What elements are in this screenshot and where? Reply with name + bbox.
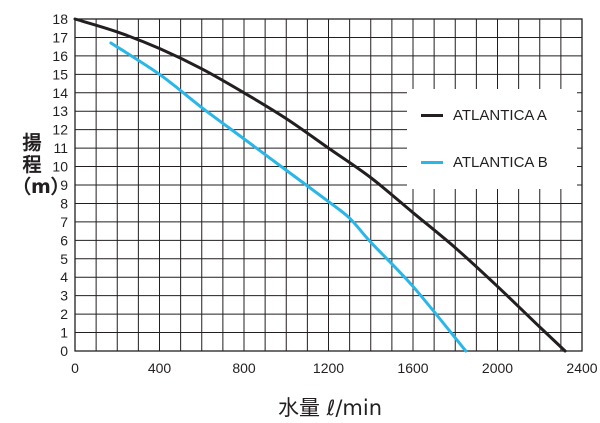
y-tick-label: 10 [52,159,68,175]
y-tick-label: 6 [60,232,68,248]
x-tick-label: 400 [148,360,172,376]
legend-label-atlantica-b: ATLANTICA B [453,153,548,171]
y-tick-label: 15 [52,66,68,82]
x-tick-label: 800 [232,360,256,376]
legend: ATLANTICA A ATLANTICA B [407,89,577,189]
y-tick-label: 3 [60,288,68,304]
y-tick-label: 14 [52,85,68,101]
legend-item-atlantica-a: ATLANTICA A [421,105,547,125]
series-line-atlantica-a [73,17,567,353]
y-tick-label: 2 [60,306,68,322]
series-line-atlantica-b [109,41,468,353]
legend-label-atlantica-a: ATLANTICA A [453,106,547,124]
x-tick-label: 2400 [566,360,597,376]
y-tick-label: 1 [60,325,68,341]
x-axis-label: 水量 ℓ/min [277,396,383,420]
y-tick-label: 11 [53,140,68,156]
x-tick-label: 2000 [482,360,513,376]
y-tick-label: 0 [60,343,68,359]
y-tick-label: 13 [52,103,68,119]
x-tick-label: 0 [71,360,79,376]
y-tick-label: 16 [52,48,68,64]
legend-swatch-atlantica-a [421,113,443,117]
y-axis-label-char-1: 揚 [22,132,42,154]
x-tick-label: 1200 [313,360,344,376]
y-tick-label: 8 [60,195,68,211]
y-axis-label: 揚 程 （m） [12,132,70,198]
plot-frame [74,18,583,352]
y-tick-label: 4 [60,269,68,285]
legend-item-atlantica-b: ATLANTICA B [421,152,548,172]
y-tick-label: 9 [60,177,68,193]
y-tick-label: 7 [60,214,68,230]
x-tick-label: 1600 [397,360,428,376]
y-tick-label: 5 [60,251,68,267]
y-axis-label-char-2: 程 [22,154,42,176]
legend-swatch-atlantica-b [421,160,443,164]
y-tick-label: 18 [52,11,68,27]
y-axis-label-unit: （m） [12,176,70,198]
y-tick-label: 17 [52,29,68,45]
y-tick-label: 12 [52,122,68,138]
